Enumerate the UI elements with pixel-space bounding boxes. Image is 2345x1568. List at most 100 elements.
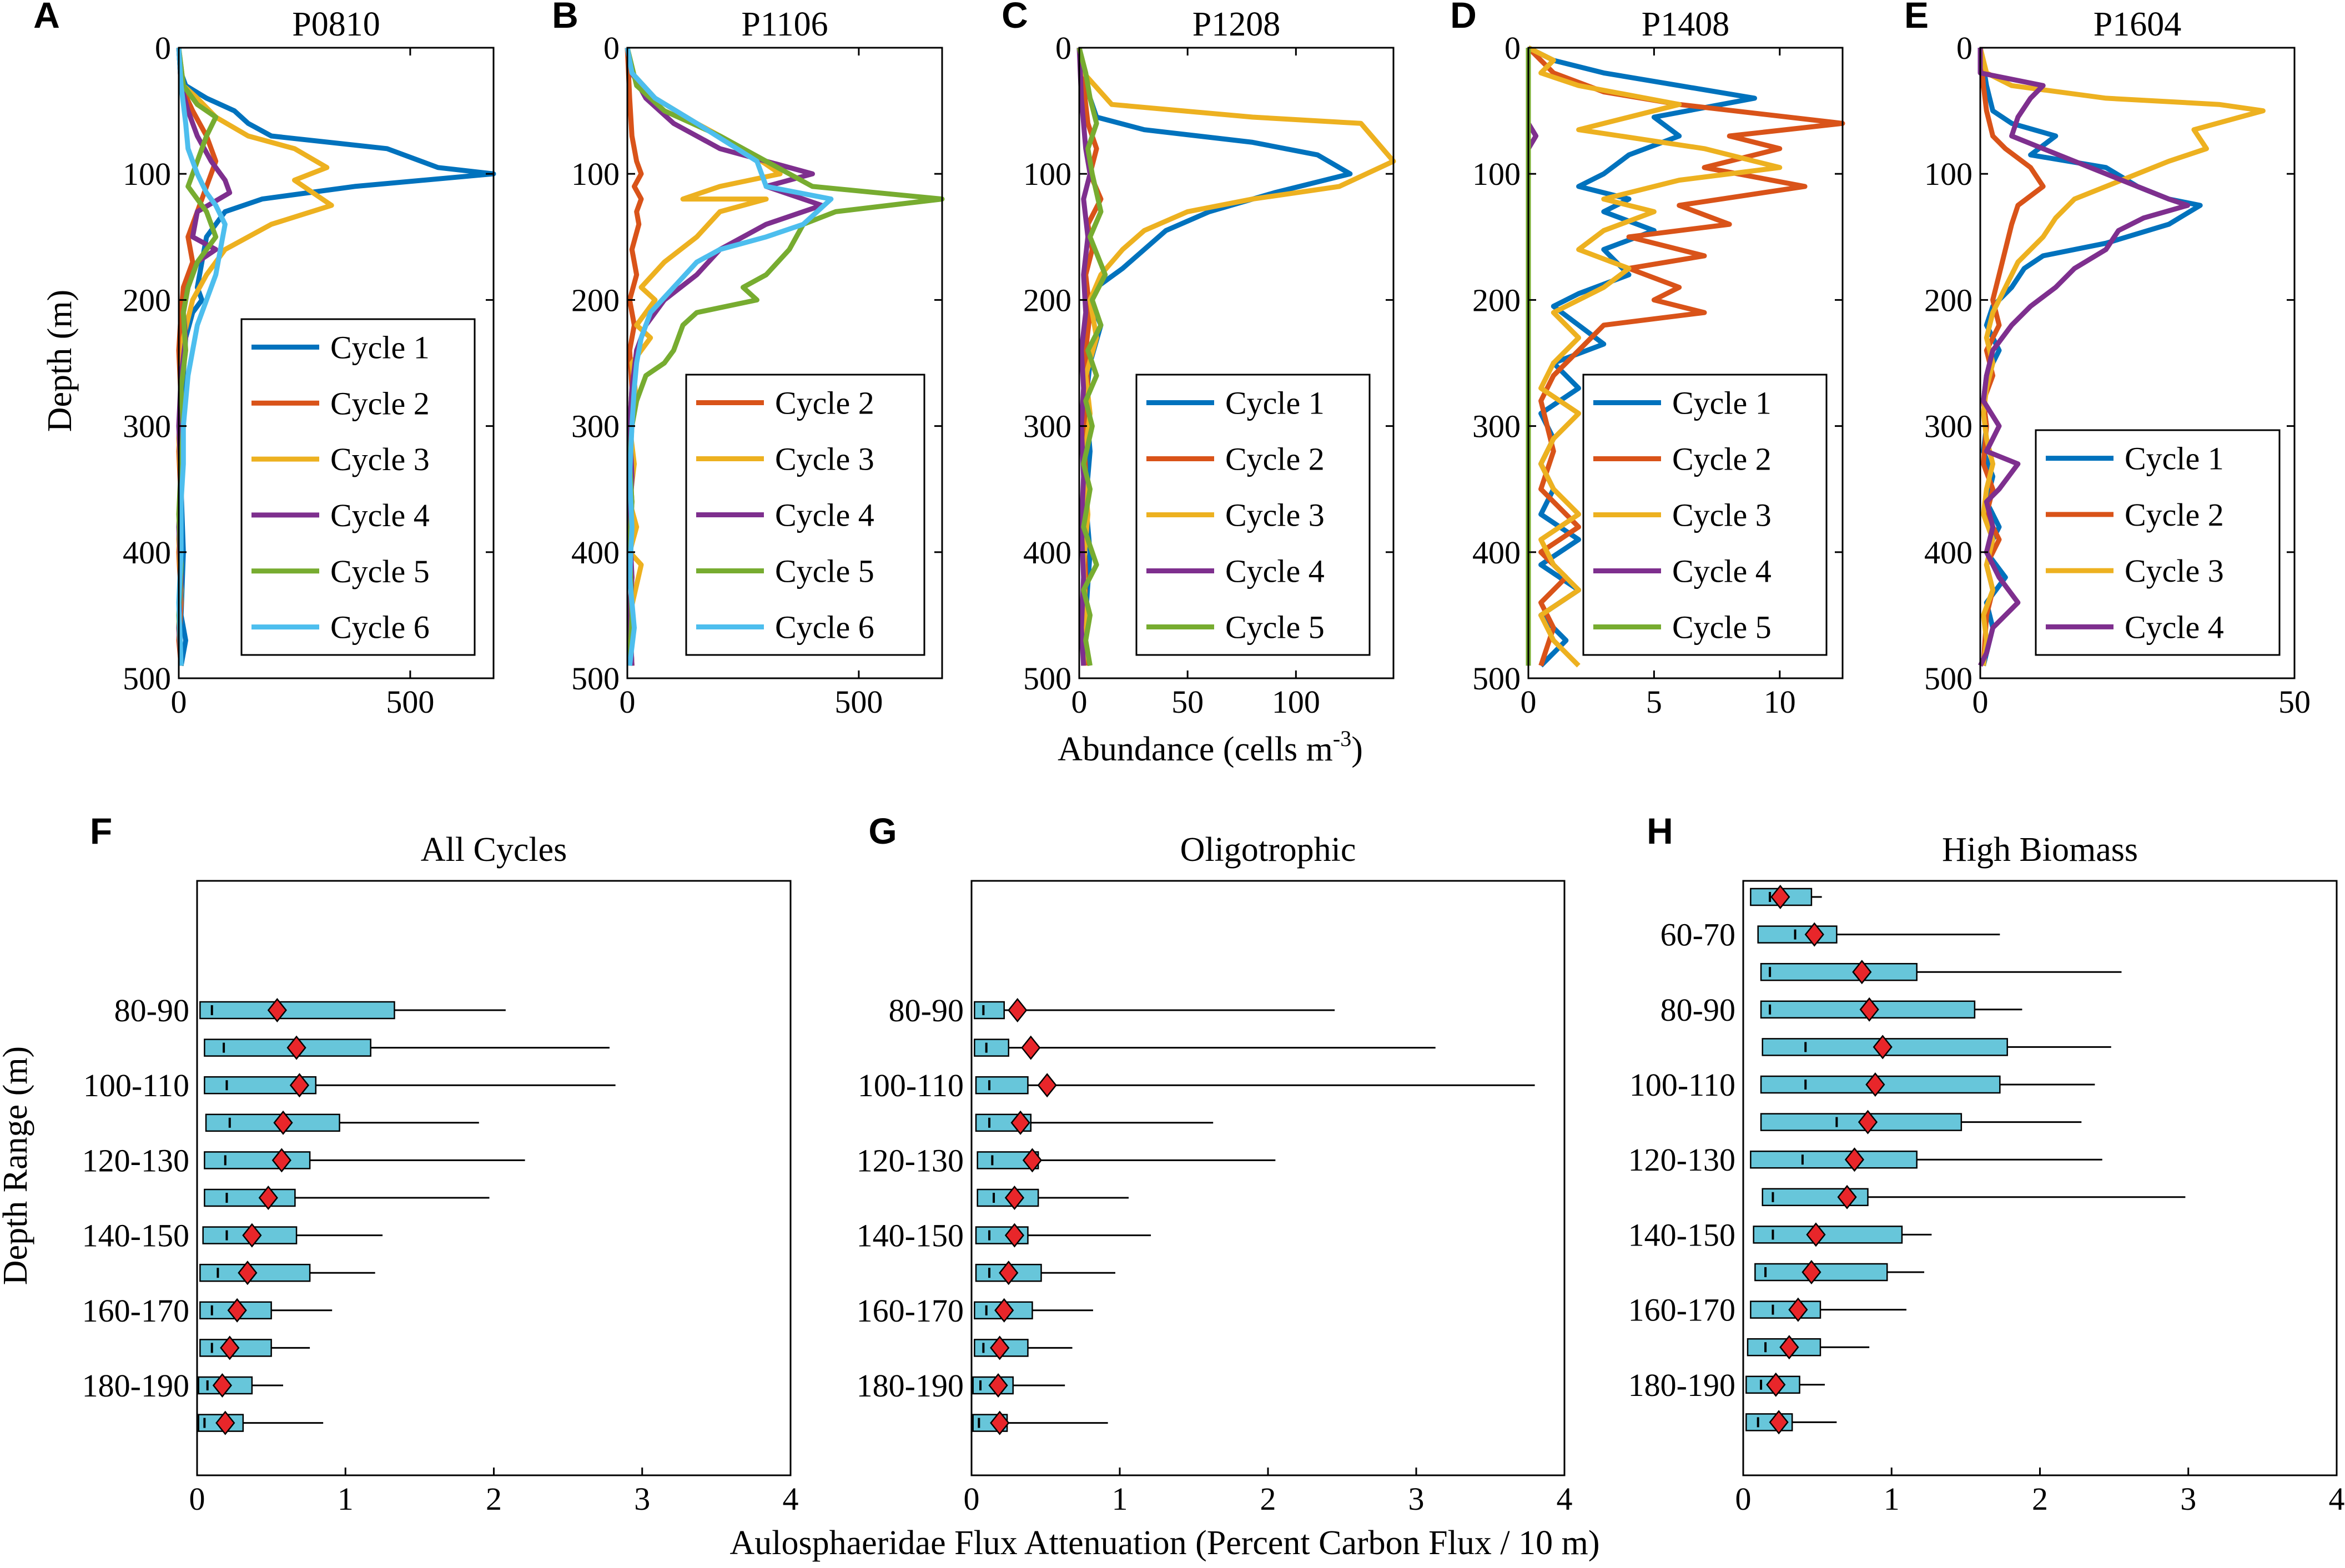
y-tick-label: 400 bbox=[1472, 535, 1521, 571]
x-tick-label: 3 bbox=[1408, 1481, 1425, 1517]
legend-entry-label: Cycle 4 bbox=[775, 497, 874, 533]
x-tick-label: 0 bbox=[189, 1481, 205, 1517]
legend-entry-label: Cycle 5 bbox=[330, 553, 430, 589]
panel-title-g: Oligotrophic bbox=[1180, 831, 1356, 869]
panel-letter-b: B bbox=[552, 0, 578, 36]
x-tick-label: 1 bbox=[1884, 1481, 1900, 1517]
panel-letter-c: C bbox=[1002, 0, 1028, 36]
abundance-axis-label-sup: -3 bbox=[1333, 726, 1351, 751]
panel-letter-a: A bbox=[33, 0, 60, 36]
y-tick-label: 0 bbox=[603, 30, 620, 66]
mean-diamond bbox=[1837, 1184, 1857, 1209]
x-tick-label: 500 bbox=[834, 684, 883, 720]
mean-diamond bbox=[990, 1335, 1010, 1360]
legend-entry-label: Cycle 1 bbox=[330, 329, 430, 365]
legend-entry-label: Cycle 5 bbox=[1225, 609, 1325, 646]
mean-diamond bbox=[999, 1261, 1019, 1285]
row-label: 140-150 bbox=[1628, 1217, 1735, 1253]
mean-diamond bbox=[212, 1373, 233, 1398]
x-tick-label: 2 bbox=[2032, 1481, 2048, 1517]
legend-entry-label: Cycle 5 bbox=[1672, 609, 1772, 646]
mean-diamond bbox=[1037, 1073, 1057, 1098]
row-label: 180-190 bbox=[82, 1368, 189, 1404]
y-tick-label: 0 bbox=[155, 30, 171, 66]
y-tick-label: 300 bbox=[123, 409, 171, 445]
x-tick-label: 3 bbox=[634, 1481, 650, 1517]
panel-letter-d: D bbox=[1450, 0, 1477, 36]
legend-entry-label: Cycle 4 bbox=[330, 497, 430, 533]
plot-frame bbox=[626, 47, 943, 679]
mean-diamond bbox=[1021, 1035, 1041, 1060]
x-tick-label: 0 bbox=[1735, 1481, 1752, 1517]
iqr-box bbox=[1753, 1226, 1903, 1244]
plot-frame bbox=[1527, 47, 1844, 679]
y-tick-label: 100 bbox=[571, 156, 620, 192]
mean-diamond bbox=[1858, 1110, 1878, 1135]
iqr-box bbox=[204, 1188, 296, 1207]
legend-entry-label: Cycle 3 bbox=[1672, 497, 1772, 533]
legend-entry-label: Cycle 2 bbox=[330, 385, 430, 421]
mean-diamond bbox=[1806, 1222, 1826, 1247]
mean-diamond bbox=[1804, 922, 1824, 947]
x-tick-label: 3 bbox=[2180, 1481, 2196, 1517]
mean-diamond bbox=[1004, 1185, 1025, 1211]
mean-diamond bbox=[1865, 1072, 1885, 1097]
iqr-box bbox=[1760, 1113, 1962, 1131]
x-tick-label: 50 bbox=[2278, 684, 2311, 720]
x-tick-label: 0 bbox=[964, 1481, 980, 1517]
iqr-box bbox=[204, 1151, 311, 1169]
panel-f: F All Cycles 80-90 100-110 120-130 140-150 160… bbox=[82, 810, 799, 1517]
x-tick-label: 2 bbox=[486, 1481, 502, 1517]
abundance-axis-label-close: ) bbox=[1351, 730, 1363, 768]
x-tick-label: 4 bbox=[1557, 1481, 1573, 1517]
legend-box bbox=[2035, 429, 2281, 656]
legend-entry-label: Cycle 2 bbox=[2125, 497, 2224, 533]
panel-g: G Oligotrophic 80-90 100-110 120-130 140-150 1… bbox=[857, 810, 1573, 1517]
legend-entry-label: Cycle 6 bbox=[330, 609, 430, 646]
mean-diamond bbox=[1852, 960, 1872, 985]
x-tick-label: 500 bbox=[386, 684, 434, 720]
iqr-box bbox=[1750, 1150, 1918, 1169]
row-label: 160-170 bbox=[82, 1293, 189, 1329]
x-tick-label: 1 bbox=[338, 1481, 354, 1517]
x-tick-label: 50 bbox=[1171, 684, 1204, 720]
row-label: 120-130 bbox=[1628, 1142, 1735, 1178]
y-tick-label: 200 bbox=[1023, 282, 1071, 318]
mean-diamond bbox=[1769, 1410, 1789, 1435]
mean-diamond bbox=[1779, 1335, 1799, 1360]
y-tick-label: 400 bbox=[571, 535, 620, 571]
legend-entry-label: Cycle 6 bbox=[775, 609, 874, 646]
y-tick-label: 0 bbox=[1956, 30, 1972, 66]
legend-entry-label: Cycle 1 bbox=[1225, 385, 1325, 421]
legend-entry-label: Cycle 3 bbox=[2125, 553, 2224, 589]
mean-diamond bbox=[289, 1073, 310, 1098]
legend-box bbox=[240, 318, 476, 656]
mean-diamond bbox=[994, 1298, 1014, 1323]
mean-diamond bbox=[271, 1148, 291, 1173]
mean-diamond bbox=[273, 1110, 293, 1135]
mean-diamond bbox=[1873, 1035, 1893, 1060]
row-label: 180-190 bbox=[1628, 1367, 1735, 1403]
legend-entry-label: Cycle 2 bbox=[1672, 441, 1772, 477]
x-tick-label: 4 bbox=[2329, 1481, 2345, 1517]
iqr-box bbox=[199, 1001, 395, 1020]
x-tick-label: 2 bbox=[1260, 1481, 1276, 1517]
legend-entry-label: Cycle 4 bbox=[1672, 553, 1772, 589]
legend-entry-label: Cycle 2 bbox=[1225, 441, 1325, 477]
row-label: 180-190 bbox=[857, 1368, 964, 1404]
series-line-cycle-2 bbox=[1526, 46, 1845, 667]
panel-title-f: All Cycles bbox=[421, 831, 567, 869]
mean-diamond bbox=[286, 1035, 306, 1060]
legend-entry-label: Cycle 3 bbox=[1225, 497, 1325, 533]
y-tick-label: 0 bbox=[1055, 30, 1071, 66]
y-tick-label: 500 bbox=[1472, 661, 1521, 697]
panel-h: H High Biomass60-7080-90100-110120-130140… bbox=[1628, 810, 2345, 1517]
panel-letter-h: H bbox=[1647, 810, 1673, 851]
row-label: 120-130 bbox=[82, 1142, 189, 1178]
mean-diamond bbox=[1770, 884, 1790, 910]
mean-diamond bbox=[242, 1223, 262, 1248]
